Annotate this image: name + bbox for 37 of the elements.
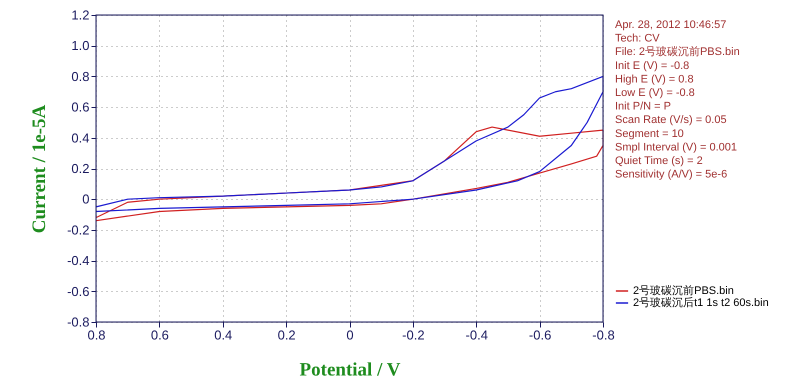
x-tick-label: 0.8 <box>87 328 106 342</box>
y-axis-title: Current / 1e-5A <box>29 104 50 234</box>
x-tick-label: -0.8 <box>592 328 615 342</box>
x-tick-label: 0.4 <box>214 328 232 342</box>
text: Segment = 10 <box>615 128 684 140</box>
x-tick-label: -0.6 <box>528 328 552 342</box>
text: High E (V) = 0.8 <box>615 73 694 86</box>
text: Init E (V) = -0.8 <box>615 60 690 72</box>
line-series <box>95 76 604 212</box>
x-tick-label: 0.2 <box>278 328 296 342</box>
text: File: 2号玻碳沉前PBS.bin <box>615 45 740 58</box>
legend-label: 2号玻碳沉前PBS.bin <box>633 284 734 297</box>
y-tick-label: 0.4 <box>71 130 90 146</box>
text: Sensitivity (A/V) = 5e-6 <box>615 168 728 181</box>
x-tick-label: -0.2 <box>402 328 425 342</box>
text: Smpl Interval (V) = 0.001 <box>615 141 737 154</box>
x-tick-label: 0 <box>346 328 354 342</box>
text: Quiet Time (s) = 2 <box>615 155 703 167</box>
x-axis-title: Potential / V <box>300 360 401 380</box>
text: Tech: CV <box>615 32 660 45</box>
y-tick-label: 1.0 <box>71 38 90 54</box>
y-tick-label: 0 <box>82 192 90 207</box>
y-tick-label: 0.8 <box>71 68 90 84</box>
y-tick-label: 0.2 <box>71 161 90 176</box>
x-tick-label: 0.6 <box>150 328 169 342</box>
y-tick-label: -0.6 <box>67 284 90 299</box>
text: Init P/N = P <box>615 100 671 113</box>
legend-label: 2号玻碳沉后t1 1s t2 60s.bin <box>633 296 769 309</box>
y-tick-label: 1.2 <box>71 8 90 22</box>
y-tick-label: -0.8 <box>67 314 90 330</box>
text: Apr. 28, 2012 10:46:57 <box>615 19 726 31</box>
text: Scan Rate (V/s) = 0.05 <box>615 114 727 126</box>
y-tick-label: -0.2 <box>67 222 90 238</box>
y-tick-label: 0.6 <box>71 100 90 115</box>
y-tick-label: -0.4 <box>67 253 90 268</box>
text: Low E (V) = -0.8 <box>615 87 695 99</box>
x-tick-label: -0.4 <box>466 328 488 342</box>
